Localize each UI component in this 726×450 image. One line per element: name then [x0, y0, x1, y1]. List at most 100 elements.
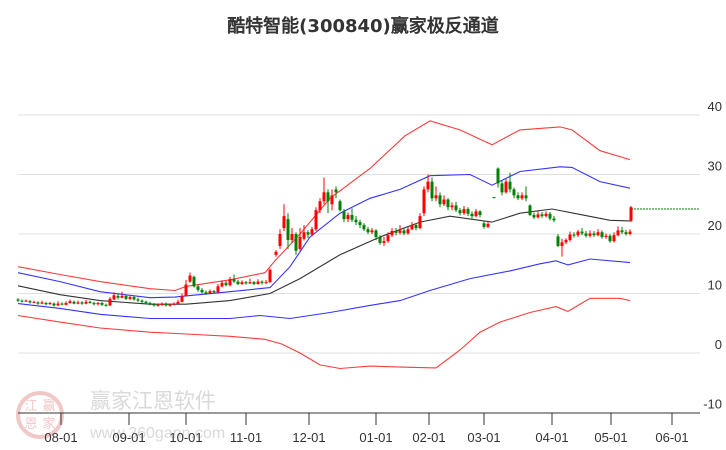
- candle-down: [192, 276, 196, 287]
- watermark-brand: 赢家江恩软件: [90, 389, 216, 413]
- watermark: 江赢恩 家 赢家江恩软件 www.360gann.com: [16, 389, 225, 442]
- candle-down: [482, 223, 486, 227]
- candle-up: [68, 301, 72, 304]
- x-tick-label: 06-01: [655, 430, 688, 445]
- candle-up: [290, 234, 294, 240]
- candle-down: [580, 231, 584, 234]
- candle-down: [354, 219, 358, 223]
- candle-down: [342, 211, 346, 220]
- candle-up: [282, 216, 286, 229]
- candle-down: [438, 195, 442, 205]
- line-inner_upper: [17, 166, 631, 299]
- candle-up: [274, 251, 278, 255]
- candle-down: [552, 218, 556, 221]
- candle-down: [286, 219, 290, 240]
- candle-down: [44, 303, 48, 305]
- candle-up: [120, 295, 124, 298]
- candle-up: [629, 207, 633, 221]
- candle-down: [584, 233, 588, 236]
- y-tick-label: 30: [708, 159, 722, 174]
- candle-down: [524, 195, 528, 199]
- candle-up: [628, 231, 632, 234]
- candle-down: [548, 213, 552, 219]
- candle-down: [36, 302, 40, 304]
- candle-up: [544, 213, 548, 217]
- candle-up: [216, 286, 220, 293]
- candle-down: [454, 205, 458, 211]
- candle-up: [382, 241, 386, 243]
- candle-up: [370, 230, 374, 233]
- x-axis: 08-01 09-01 10-01 11-01 12-01 01-01 02-01 03-01…: [18, 412, 700, 445]
- line-inner_lower: [17, 258, 631, 320]
- candle-up: [156, 304, 160, 306]
- candle-down: [236, 281, 240, 284]
- candle-down: [556, 236, 560, 246]
- x-tick-label: 04-01: [535, 430, 568, 445]
- candle-down: [140, 300, 144, 302]
- candle-down: [80, 302, 84, 304]
- candle-up: [108, 298, 112, 306]
- candle-up: [96, 303, 100, 305]
- x-tick-label: 09-01: [112, 430, 145, 445]
- candle-down: [224, 282, 228, 286]
- candle-up: [386, 235, 390, 242]
- candle-up: [422, 189, 426, 214]
- candle-up: [40, 302, 44, 304]
- candle-down: [402, 230, 406, 234]
- candle-down: [196, 286, 200, 290]
- candle-up: [450, 205, 454, 208]
- x-tick-label: 05-01: [594, 430, 627, 445]
- candle-down: [592, 233, 596, 236]
- candle-up: [310, 229, 314, 235]
- candle-up: [184, 284, 188, 296]
- candle-up: [64, 303, 68, 305]
- line-outer_lower: [17, 297, 631, 370]
- candle-up: [298, 236, 302, 249]
- candle-up: [390, 231, 394, 236]
- candle-up: [220, 282, 224, 287]
- candle-up: [176, 301, 180, 304]
- candle-up: [318, 201, 322, 211]
- candle-down: [20, 300, 24, 302]
- candle-up: [346, 214, 350, 220]
- candle-down: [124, 295, 128, 299]
- candle-up: [160, 303, 164, 305]
- candle-down: [366, 229, 370, 233]
- candle-down: [478, 211, 482, 215]
- candle-down: [492, 197, 496, 199]
- y-axis: 40 30 20 10 0 -10: [703, 99, 722, 412]
- candle-down: [212, 291, 216, 293]
- candle-up: [228, 279, 232, 286]
- candle-down: [252, 282, 256, 284]
- candle-down: [540, 214, 544, 217]
- candle-down: [608, 235, 612, 242]
- candle-down: [358, 222, 362, 226]
- candle-up: [520, 195, 524, 199]
- candle-down: [458, 210, 462, 214]
- line-mid_line: [17, 208, 631, 305]
- candle-up: [426, 181, 430, 190]
- x-tick-label: 03-01: [467, 430, 500, 445]
- candle-up: [504, 181, 508, 193]
- seal-char: 家: [42, 416, 55, 432]
- seal-icon: [16, 391, 64, 439]
- candle-down: [430, 181, 434, 199]
- candle-down: [512, 189, 516, 196]
- candle-down: [528, 205, 532, 215]
- x-tick-label: 11-01: [230, 430, 262, 445]
- candle-up: [302, 232, 306, 239]
- candle-down: [72, 301, 76, 304]
- candle-down: [446, 199, 450, 208]
- x-tick-label: 12-01: [292, 430, 325, 445]
- candle-down: [88, 301, 92, 304]
- candle-up: [576, 231, 580, 236]
- candle-up: [330, 195, 334, 205]
- candle-up: [486, 223, 490, 227]
- candle-down: [204, 292, 208, 294]
- candle-down: [620, 230, 624, 233]
- candle-down: [132, 297, 136, 300]
- y-tick-label: 10: [708, 278, 722, 293]
- candle-up: [248, 282, 252, 284]
- candle-up: [268, 269, 272, 283]
- candle-down: [508, 181, 512, 190]
